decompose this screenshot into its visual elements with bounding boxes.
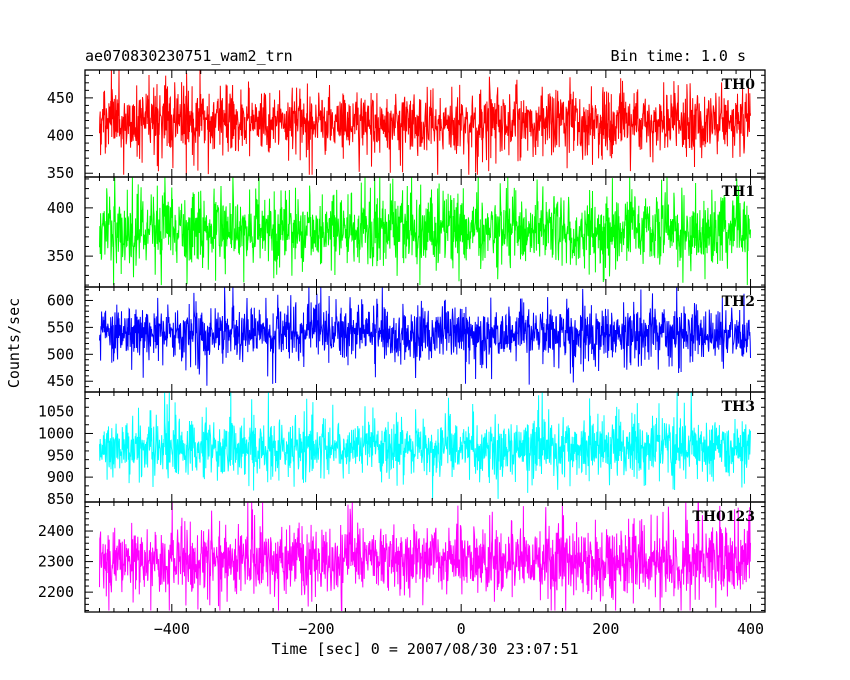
y-tick-label: 350 <box>47 247 74 265</box>
panel-th1: 350 400 TH1 <box>47 177 765 287</box>
series-line-th1 <box>100 177 751 285</box>
y-tick-label: 450 <box>47 89 74 107</box>
y-tick-label: 950 <box>47 446 74 464</box>
y-tick-label: 450 <box>47 372 74 390</box>
y-tick-label: 1000 <box>38 424 74 442</box>
panel-label-th1: TH1 <box>722 184 755 200</box>
series-line-th0 <box>100 70 751 175</box>
y-tick-label: 600 <box>47 291 74 309</box>
y-tick-label: 2400 <box>38 522 74 540</box>
panel-th3: 850 900 950 1000 1050 TH3 <box>38 392 765 508</box>
series-line-th0123 <box>100 502 751 611</box>
panel-th0: 350 400 450 TH0 <box>47 70 765 182</box>
y-tick-label: 550 <box>47 318 74 336</box>
x-tick-label: 0 <box>457 620 466 638</box>
y-tick-label: 400 <box>47 199 74 217</box>
y-tick-label: 900 <box>47 468 74 486</box>
y-tick-label: 850 <box>47 490 74 508</box>
panel-label-th3: TH3 <box>722 399 755 415</box>
panel-th2: 450 500 550 600 TH2 <box>47 287 765 392</box>
y-tick-label: 1050 <box>38 403 74 421</box>
panel-label-th0123: TH0123 <box>692 509 755 525</box>
x-tick-label: −400 <box>154 620 190 638</box>
light-curve-figure: ae070830230751_wam2_trn Bin time: 1.0 s … <box>0 0 850 680</box>
panel-label-th2: TH2 <box>722 294 755 310</box>
x-axis-label: Time [sec] 0 = 2007/08/30 23:07:51 <box>271 640 578 658</box>
x-tick-label: 200 <box>592 620 619 638</box>
panels-group: 350 400 450 TH0 350 400 TH1 450 500 550 600 TH2 850 9… <box>38 70 765 612</box>
figure-title-right: Bin time: 1.0 s <box>611 47 746 65</box>
figure-title-left: ae070830230751_wam2_trn <box>85 47 293 65</box>
panel-th0123: 2200 2300 2400 TH0123 <box>38 502 765 612</box>
y-tick-label: 2200 <box>38 583 74 601</box>
series-line-th2 <box>100 287 751 386</box>
series-line-th3 <box>100 392 751 499</box>
x-tick-labels: −400 −200 0 200 400 <box>154 620 764 638</box>
y-tick-label: 2300 <box>38 553 74 571</box>
y-tick-label: 350 <box>47 164 74 182</box>
y-tick-label: 500 <box>47 345 74 363</box>
y-tick-label: 400 <box>47 127 74 145</box>
y-axis-label: Counts/sec <box>5 298 23 388</box>
x-tick-label: −200 <box>298 620 334 638</box>
panel-label-th0: TH0 <box>722 77 756 93</box>
x-tick-label: 400 <box>737 620 764 638</box>
